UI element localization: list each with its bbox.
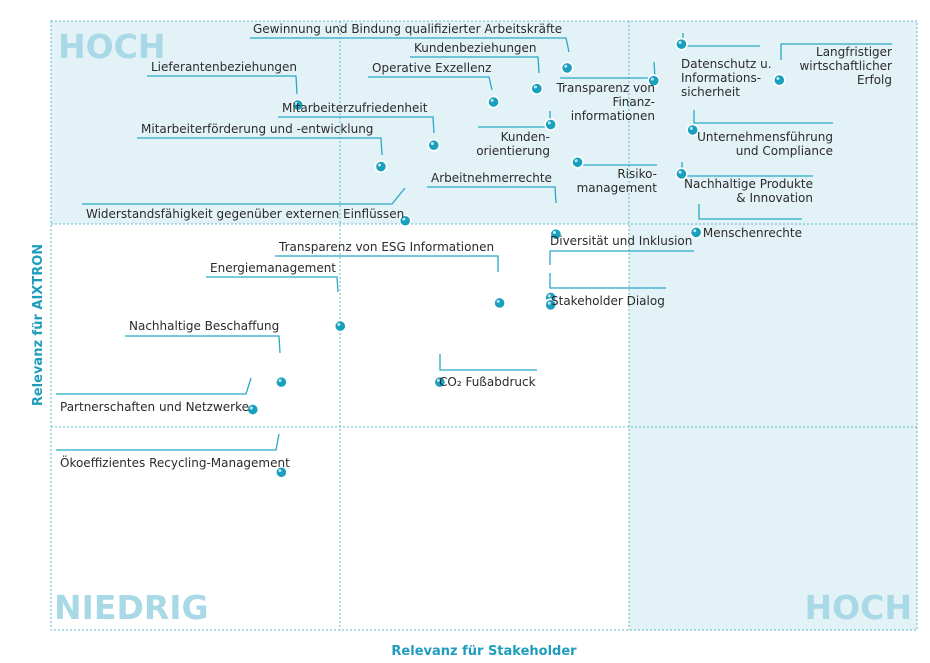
point-label: Arbeitnehmerrechte [431,171,552,185]
data-point [530,82,544,95]
data-point [274,375,288,389]
data-point-highlight [564,64,568,68]
data-point-highlight [430,142,434,146]
data-point [675,37,688,51]
data-point-highlight [533,85,537,89]
data-point-highlight [436,379,440,383]
leader-line [549,250,694,265]
data-point [571,155,584,169]
point-label: Widerstandsfähigkeit gegenüber externen … [86,207,404,221]
data-point [544,118,558,131]
data-point-highlight [650,77,654,81]
corner-label-low: NIEDRIG [54,588,209,627]
point-label: CO₂ Fußabdruck [439,375,536,389]
data-point-highlight [547,294,551,298]
data-point-highlight [278,469,282,473]
data-point-highlight [547,301,551,305]
point-label: Risiko-management [577,167,658,195]
point-label: Lieferantenbeziehungen [151,60,297,74]
point-label: Transparenz von Finanz-informationen [555,81,655,123]
leader-line [137,137,383,156]
data-point [560,61,574,75]
leader-line [780,43,892,60]
data-point [689,225,703,239]
leader-line [698,204,802,220]
data-point [544,298,558,312]
data-point-highlight [294,101,298,105]
leader-line [125,335,281,354]
data-point [675,167,688,181]
point-label: Kunden-orientierung [476,130,550,158]
point-label: Partnerschaften und Netzwerke [60,400,249,414]
data-point-highlight [574,159,578,163]
point-label: Transparenz von ESG Informationen [278,240,494,254]
data-point-highlight [490,98,494,102]
leader-line [410,56,540,74]
corner-label-high-right: HOCH [804,588,912,627]
point-label: Menschenrechte [703,226,802,240]
leader-line [693,110,833,124]
data-point [433,375,447,389]
point-label: Gewinnung und Bindung qualifizierter Arb… [253,22,562,36]
point-label: Langfristiger wirtschaftlicher Erfolg [799,45,892,87]
leader-line [56,433,280,451]
point-label: Unternehmensführung und Compliance [697,130,833,158]
data-point [493,296,506,310]
leader-line [278,116,435,134]
leader-line [427,186,557,204]
y-axis-title: Relevanz für AIXTRON [31,244,46,406]
data-point [487,95,500,109]
data-point [549,227,563,241]
data-point-highlight [496,299,500,303]
point-label: Stakeholder Dialog [551,294,665,308]
point-label: Mitarbeiterzufriedenheit [282,101,428,115]
point-label: Datenschutz u. Informations-sicherheit [681,57,772,99]
point-label: Kundenbeziehungen [414,41,537,55]
data-point-highlight [337,323,341,327]
leader-line [206,276,339,293]
data-point [333,319,347,333]
data-point [427,138,441,152]
data-point-highlight [278,379,282,383]
leader-line [275,255,499,272]
data-point-highlight [678,170,682,174]
data-point [291,98,305,112]
leader-line [56,377,252,395]
point-label: Nachhaltige Beschaffung [129,319,279,333]
data-point-highlight [678,41,682,45]
leader-line [439,354,537,371]
data-point [274,465,288,479]
data-point-highlight [552,231,556,235]
data-point [246,403,260,416]
data-point-highlight [776,76,780,80]
point-label: Mitarbeiterförderung und -entwicklung [141,122,373,136]
leader-line [250,37,570,53]
plot-frame [50,20,918,631]
leader-line [368,76,493,91]
data-point-highlight [689,126,693,130]
data-point-highlight [693,229,697,233]
data-point [398,214,412,228]
leader-line [82,187,406,205]
data-point-highlight [378,163,382,167]
data-point [686,123,700,137]
x-axis-title: Relevanz für Stakeholder [391,644,577,659]
point-label: Nachhaltige Produkte & Innovation [684,177,813,205]
data-point [772,73,786,87]
point-label: Energiemanagement [210,261,336,275]
data-point-highlight [249,406,253,410]
data-point-highlight [402,217,406,221]
point-label: Operative Exzellenz [372,61,491,75]
data-point-highlight [547,121,551,125]
leader-line [549,273,666,289]
data-point [647,74,661,88]
data-point [374,160,388,173]
point-label: Diversität und Inklusion [550,234,692,248]
point-label: Ökoeffizientes Recycling-Management [60,454,290,470]
corner-label-high-left: HOCH [58,27,166,66]
leader-line [147,75,298,95]
